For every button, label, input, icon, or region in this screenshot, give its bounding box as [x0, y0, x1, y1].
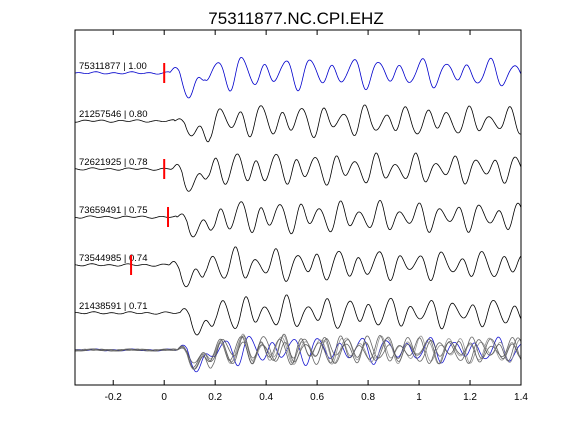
x-tick-label: 0.6 — [310, 392, 324, 403]
x-tick-label: 1.2 — [463, 392, 477, 403]
x-tick-label: -0.2 — [105, 392, 123, 403]
trace-label: 21438591 | 0.71 — [79, 301, 148, 312]
chart-title: 75311877.NC.CPI.EHZ — [208, 9, 383, 28]
seismogram-trace — [74, 152, 522, 192]
seismogram-trace — [74, 104, 522, 143]
trace-label: 21257546 | 0.80 — [79, 109, 148, 120]
x-tick-label: 0.2 — [208, 392, 222, 403]
x-tick-label: 1.4 — [514, 392, 528, 403]
plot-area: 75311877 | 1.00 21257546 | 0.80 72621925 |… — [74, 56, 522, 373]
x-tick-label: 0.8 — [361, 392, 375, 403]
x-tick-label: 0.4 — [259, 392, 273, 403]
seismogram-trace — [74, 294, 522, 336]
seismogram-trace — [74, 246, 522, 288]
x-tick-label: 0 — [161, 392, 167, 403]
seismogram-trace — [74, 199, 522, 238]
trace-label: 73659491 | 0.75 — [79, 205, 148, 216]
trace-label: 73544985 | 0.74 — [79, 253, 148, 264]
seismogram-trace — [74, 56, 522, 99]
x-tick-label: 1 — [416, 392, 422, 403]
stack-trace — [74, 333, 522, 370]
trace-label: 75311877 | 1.00 — [79, 61, 147, 72]
axes-box — [74, 29, 522, 386]
x-axis: -0.2 0 0.2 0.4 0.6 0.8 1 1.2 1.4 — [105, 30, 528, 403]
trace-label: 72621925 | 0.78 — [79, 157, 148, 168]
